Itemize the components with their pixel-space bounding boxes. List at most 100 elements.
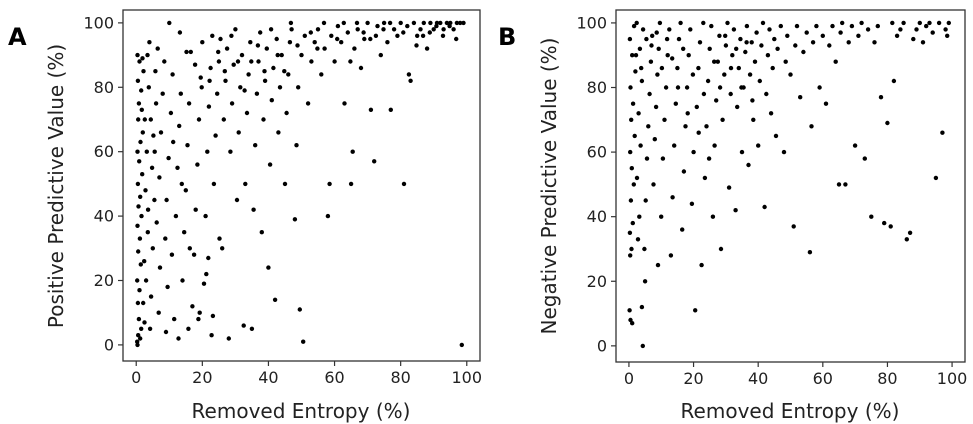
panel-a-data-point	[274, 36, 279, 42]
panel-a-data-point	[141, 69, 146, 74]
panel-a-data-point	[149, 165, 155, 170]
panel-b-data-point	[631, 182, 636, 187]
panel-b-ticks: 0 20 40 60 80 100 0 20 40 60 80 100	[576, 13, 967, 388]
panel-b-y-tick-label: 80	[587, 78, 607, 97]
panel-b-data-point	[936, 20, 942, 26]
panel-a-data-point	[139, 326, 144, 331]
panel-a-data-point	[191, 252, 197, 257]
panel-b-data-point	[714, 98, 719, 103]
panel-a-data-point	[207, 78, 212, 84]
panel-a-data-point	[192, 62, 198, 67]
panel-a-data-point	[136, 117, 141, 122]
panel-a-data-point	[170, 72, 175, 77]
panel-a-data-point	[428, 20, 433, 26]
panel-b-data-point	[701, 91, 707, 97]
panel-a-data-point	[135, 278, 140, 283]
panel-a-data-point	[143, 188, 148, 193]
panel-a-data-point	[231, 62, 236, 67]
panel-a-data-point	[387, 20, 393, 26]
panel-b-data-point	[678, 20, 683, 26]
panel-a-data-point	[217, 236, 222, 241]
panel-a-data-point	[253, 143, 258, 148]
panel-b-data-point	[730, 53, 735, 58]
panel-b-data-point	[717, 33, 722, 38]
panel-a-data-point	[221, 117, 226, 122]
panel-b-data-point	[744, 40, 749, 45]
panel-a-data-point	[431, 27, 436, 32]
panel-b-data-point	[752, 59, 758, 64]
panel-b-data-point	[696, 130, 701, 135]
panel-a-data-point	[424, 46, 430, 51]
panel-a-x-tick-label: 0	[131, 368, 141, 387]
panel-b-data-point	[783, 59, 788, 64]
panel-a-data-point	[155, 46, 160, 51]
panel-b-data-point	[878, 95, 884, 100]
panel-b-data-point	[751, 117, 756, 123]
panel-b-data-point	[723, 43, 729, 48]
panel-a-data-point	[209, 333, 214, 338]
panel-a-data-point	[401, 181, 407, 187]
panel-b-data-point	[647, 91, 652, 97]
panel-a-data-point	[292, 217, 298, 222]
panel-a-data-point	[385, 40, 390, 45]
panel-a-data-point	[188, 49, 193, 55]
panel-a-data-point	[249, 59, 254, 64]
panel-a-data-point	[206, 255, 211, 261]
panel-b-data-point	[894, 33, 900, 38]
panel-a-data-point	[196, 117, 202, 122]
panel-a-data-point	[167, 20, 172, 26]
panel-a-data-point	[145, 52, 150, 58]
panel-a-data-point	[246, 72, 251, 77]
panel-a-points	[135, 20, 466, 348]
panel-b-data-point	[631, 23, 637, 29]
panel-a-data-point	[224, 46, 230, 51]
panel-a-data-point	[140, 130, 145, 135]
panel-a-data-point	[163, 329, 169, 335]
panel-b-data-point	[709, 23, 714, 29]
panel-b-x-tick-label: 20	[683, 369, 703, 388]
panel-a-data-point	[229, 33, 234, 38]
panel-a-data-point	[352, 46, 357, 51]
panel-b-data-point	[653, 104, 659, 110]
panel-a-data-point	[365, 20, 370, 26]
panel-a-data-point	[180, 278, 185, 283]
panel-a-data-point	[411, 20, 417, 26]
panel-a-data-point	[147, 40, 152, 45]
panel-a-data-point	[228, 149, 233, 154]
panel-a-data-point	[289, 27, 294, 32]
panel-b-x-axis-label: Removed Entropy (%)	[681, 399, 900, 423]
panel-b-x-tick-label: 60	[813, 369, 833, 388]
panel-a-data-point	[148, 117, 153, 122]
panel-b-data-point	[659, 214, 664, 219]
panel-a-data-point	[342, 101, 347, 106]
panel-b-data-point	[722, 72, 727, 77]
panel-b-data-point	[664, 36, 670, 42]
panel-b-y-tick-label: 40	[587, 207, 607, 226]
panel-b-data-point	[885, 120, 890, 126]
panel-a-data-point	[251, 207, 256, 212]
panel-b-data-point	[639, 78, 645, 84]
panel-b-data-point	[904, 237, 909, 242]
panel-b-data-point	[810, 40, 816, 45]
panel-b-data-point	[670, 195, 675, 200]
panel-b-data-point	[668, 253, 674, 258]
panel-b-data-point	[817, 85, 822, 90]
panel-a-data-point	[226, 336, 231, 341]
panel-a-data-point	[137, 288, 142, 293]
panel-b-data-point	[750, 98, 755, 103]
panel-a-data-point	[138, 139, 143, 145]
panel-b-data-point	[660, 156, 666, 161]
panel-a-data-point	[239, 52, 245, 58]
panel-a-data-point	[441, 27, 446, 32]
panel-b-data-point	[725, 20, 730, 26]
panel-a-letter: A	[8, 23, 27, 51]
panel-b-data-point	[683, 124, 688, 129]
panel-a-y-tick-label: 80	[94, 78, 114, 97]
panel-b-data-point	[639, 304, 645, 310]
panel-b-data-point	[697, 40, 703, 45]
panel-a-data-point	[319, 72, 324, 77]
panel-a-data-point	[178, 91, 183, 96]
panel-b-points	[627, 20, 951, 349]
panel-b-data-point	[756, 143, 761, 148]
